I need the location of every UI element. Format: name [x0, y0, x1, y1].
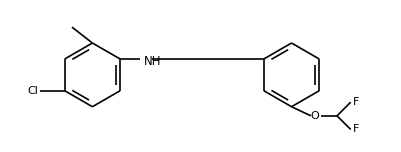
Text: F: F: [353, 124, 359, 135]
Text: Cl: Cl: [28, 86, 38, 96]
Text: F: F: [353, 97, 359, 107]
Text: O: O: [310, 111, 319, 121]
Text: NH: NH: [144, 55, 161, 68]
